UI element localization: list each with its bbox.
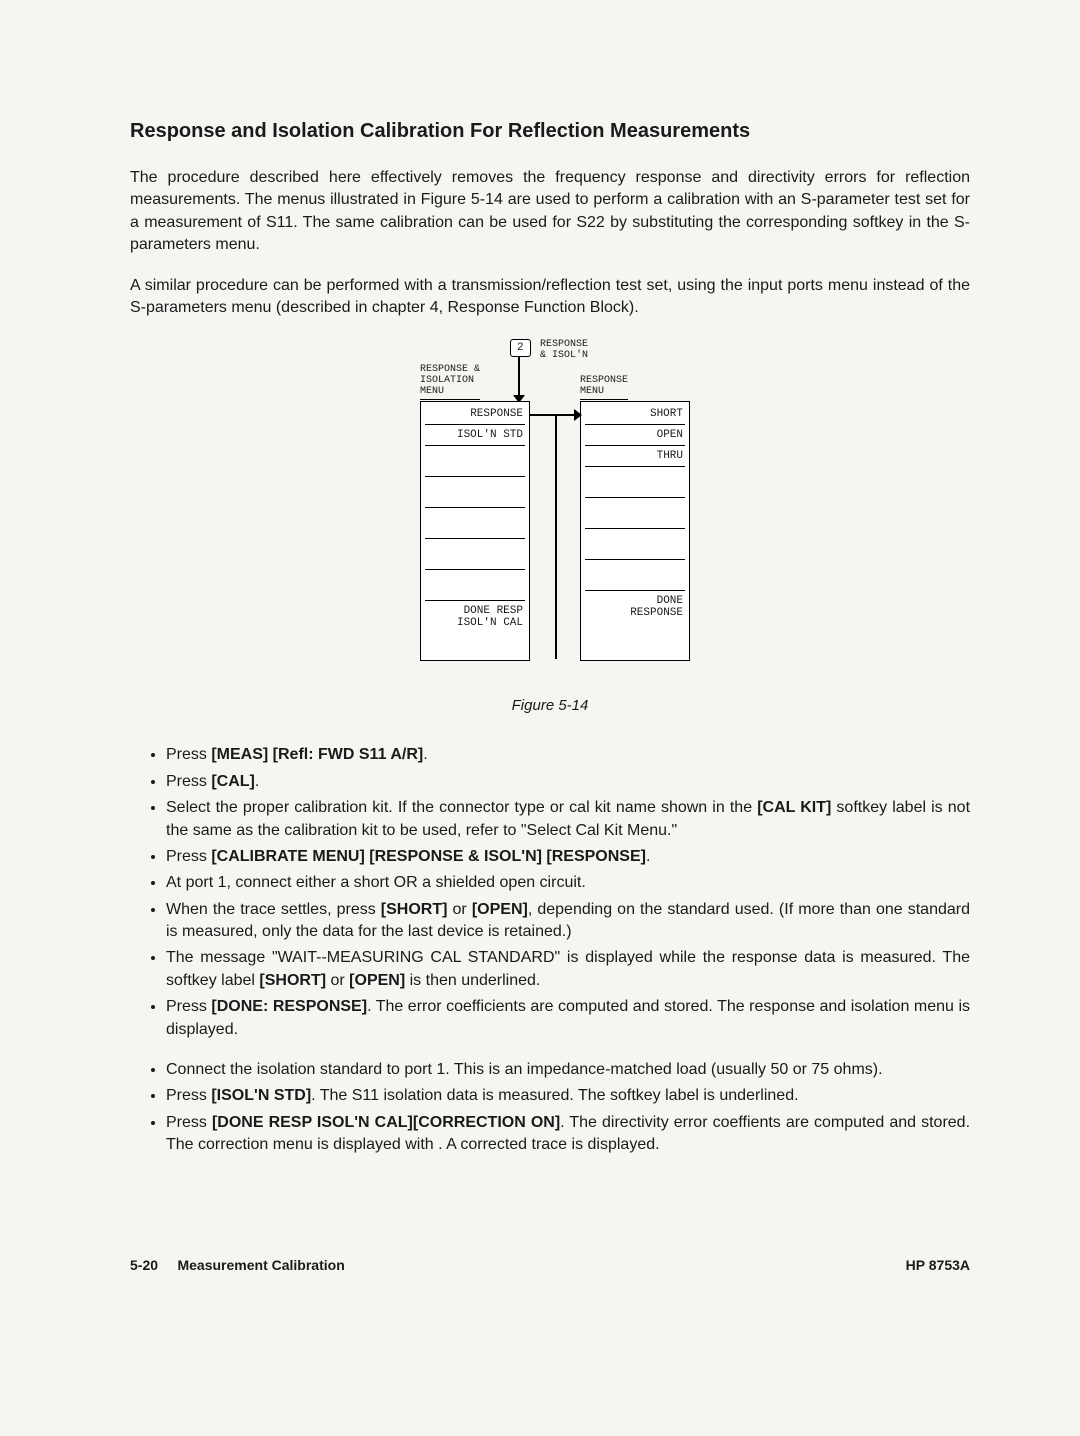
procedure-step: Press [CALIBRATE MENU] [RESPONSE & ISOL'…	[166, 846, 970, 868]
arrowhead-right	[574, 409, 582, 421]
left-menu-blank	[425, 477, 525, 508]
right-menu-blank	[585, 560, 685, 591]
left-menu-blank	[425, 570, 525, 601]
procedure-step: Select the proper calibration kit. If th…	[166, 797, 970, 842]
arrow-right	[530, 414, 578, 416]
step-number-box: 2	[510, 339, 531, 357]
right-menu-box: SHORT OPEN THRU DONE RESPONSE	[580, 401, 690, 661]
procedure-list-2: Connect the isolation standard to port 1…	[130, 1059, 970, 1157]
top-label: RESPONSE & ISOL'N	[540, 339, 588, 361]
arrow-down	[518, 357, 520, 399]
intro-paragraph-2: A similar procedure can be performed wit…	[130, 275, 970, 320]
left-menu-blank	[425, 446, 525, 477]
right-menu-done: DONE RESPONSE	[585, 591, 685, 623]
right-menu-thru: THRU	[585, 446, 685, 467]
right-menu-short: SHORT	[585, 404, 685, 425]
section-title: Response and Isolation Calibration For R…	[130, 120, 970, 143]
page-footer: 5-20 Measurement Calibration HP 8753A	[130, 1257, 970, 1273]
intro-paragraph-1: The procedure described here effectively…	[130, 167, 970, 257]
procedure-step: Press [MEAS] [Refl: FWD S11 A/R].	[166, 744, 970, 766]
footer-section: Measurement Calibration	[177, 1257, 344, 1273]
left-menu-done: DONE RESP ISOL'N CAL	[425, 601, 525, 633]
left-menu-isoln-std: ISOL'N STD	[425, 425, 525, 446]
procedure-step: Press [ISOL'N STD]. The S11 isolation da…	[166, 1085, 970, 1107]
procedure-step: The message "WAIT--MEASURING CAL STANDAR…	[166, 947, 970, 992]
right-menu-blank	[585, 467, 685, 498]
procedure-step: Press [CAL].	[166, 771, 970, 793]
left-menu-response: RESPONSE	[425, 404, 525, 425]
procedure-step: Connect the isolation standard to port 1…	[166, 1059, 970, 1081]
right-menu-open: OPEN	[585, 425, 685, 446]
procedure-step: When the trace settles, press [SHORT] or…	[166, 899, 970, 944]
left-menu-blank	[425, 539, 525, 570]
figure-caption: Figure 5-14	[130, 697, 970, 714]
center-line	[555, 414, 557, 659]
footer-right: HP 8753A	[906, 1257, 970, 1273]
right-menu-blank	[585, 529, 685, 560]
page-number: 5-20	[130, 1257, 158, 1273]
menu-diagram: 2 RESPONSE & ISOL'N RESPONSE & ISOLATION…	[390, 339, 710, 669]
right-menu-blank	[585, 498, 685, 529]
procedure-step: Press [DONE: RESPONSE]. The error coeffi…	[166, 996, 970, 1041]
procedure-list-1: Press [MEAS] [Refl: FWD S11 A/R]. Press […	[130, 744, 970, 1041]
left-menu-box: RESPONSE ISOL'N STD DONE RESP ISOL'N CAL	[420, 401, 530, 661]
document-page: Response and Isolation Calibration For R…	[0, 0, 1080, 1333]
left-menu-title: RESPONSE & ISOLATION MENU	[420, 364, 480, 400]
procedure-step: Press [DONE RESP ISOL'N CAL][CORRECTION …	[166, 1112, 970, 1157]
footer-left: 5-20 Measurement Calibration	[130, 1257, 345, 1273]
procedure-step: At port 1, connect either a short OR a s…	[166, 872, 970, 894]
diagram-container: 2 RESPONSE & ISOL'N RESPONSE & ISOLATION…	[130, 339, 970, 669]
right-menu-title: RESPONSE MENU	[580, 375, 628, 400]
left-menu-blank	[425, 508, 525, 539]
